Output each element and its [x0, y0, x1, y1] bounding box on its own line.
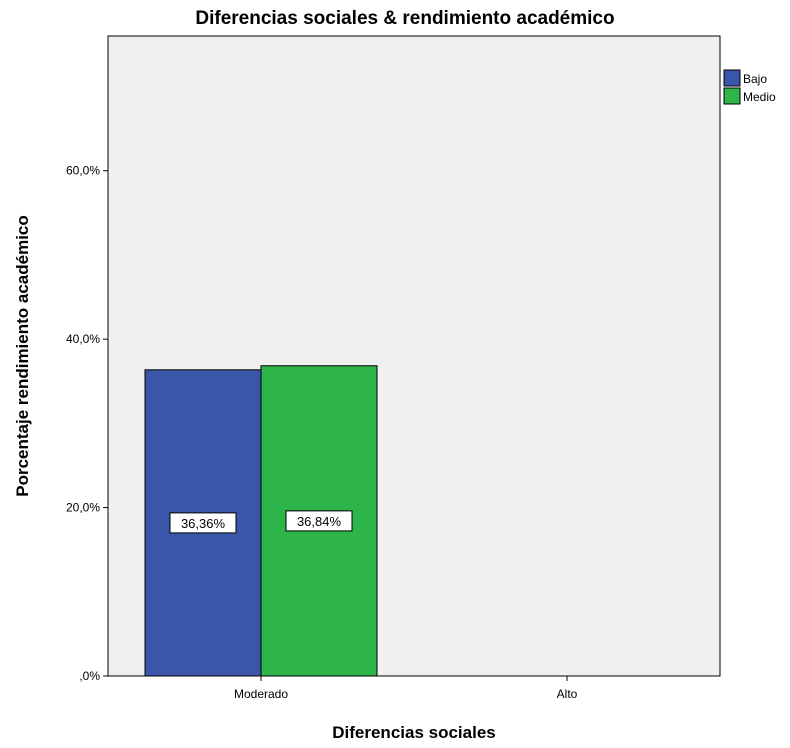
legend-swatch — [723, 87, 741, 105]
x-tick-label: Moderado — [234, 687, 288, 701]
x-axis-title: Diferencias sociales — [332, 723, 495, 742]
data-label: 36,84% — [297, 514, 342, 529]
x-axis: Moderado Alto — [234, 676, 578, 701]
legend-label: Bajo — [743, 72, 767, 86]
y-tick-label: 60,0% — [66, 164, 100, 178]
data-label-box — [169, 512, 237, 534]
y-tick-label: ,0% — [79, 669, 100, 683]
data-label: 36,36% — [181, 516, 226, 531]
y-tick-label: 20,0% — [66, 501, 100, 515]
data-label-box — [285, 510, 353, 532]
chart-title: Diferencias sociales & rendimiento acadé… — [195, 8, 614, 29]
legend-label: Medio — [743, 90, 776, 104]
y-axis: ,0% 20,0% 40,0% 60,0% — [66, 164, 108, 683]
y-tick-label: 40,0% — [66, 332, 100, 346]
legend: Bajo Medio — [723, 69, 776, 105]
legend-swatch — [723, 69, 741, 87]
y-axis-title: Porcentaje rendimiento académico — [13, 215, 32, 497]
bars: 36,36% 36,84% — [144, 365, 378, 677]
x-tick-label: Alto — [557, 687, 578, 701]
